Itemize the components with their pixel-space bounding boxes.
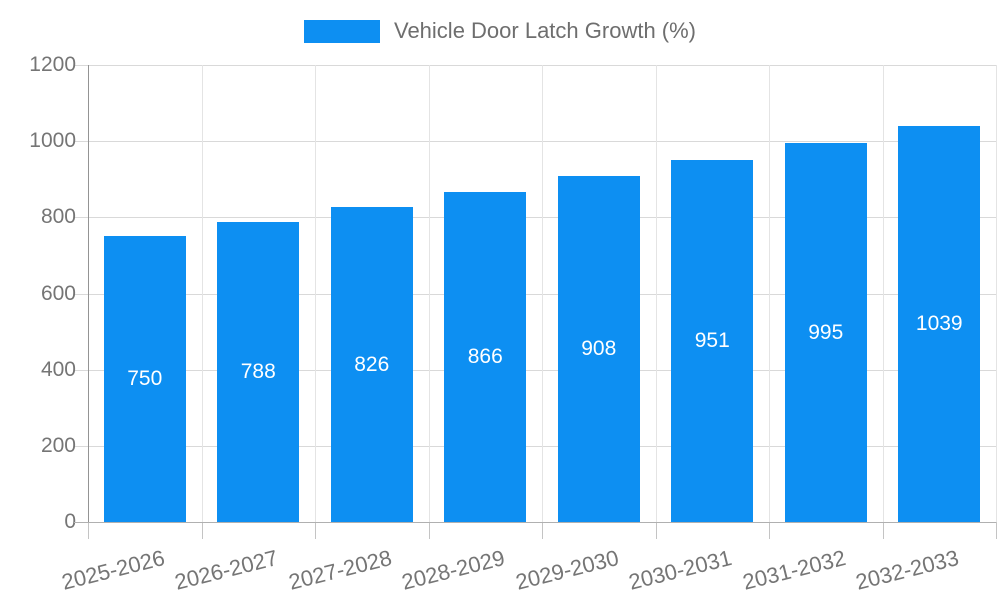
- gridline-h: [74, 445, 996, 447]
- plot-area: 0 200 400 600 800 1000 1200 750 2025-2026 788 2026…: [29, 53, 997, 595]
- y-axis-label: 200: [40, 433, 76, 457]
- bar-2032-2033[interactable]: 1039: [898, 126, 981, 522]
- gridline-h: [74, 369, 996, 371]
- x-axis-tick: [769, 522, 770, 539]
- bar-value-label: 908: [581, 337, 617, 361]
- y-axis-label: 0: [64, 510, 76, 533]
- bar-value-label: 1039: [915, 312, 963, 336]
- y-axis-label: 600: [40, 281, 76, 305]
- x-axis-label: 2028-2029: [399, 545, 508, 595]
- bar-2031-2032[interactable]: 995: [784, 143, 867, 522]
- gridline-h: [74, 65, 996, 66]
- gridline-v: [201, 65, 203, 522]
- x-axis-label: 2025-2026: [58, 545, 167, 595]
- legend-item[interactable]: Vehicle Door Latch Growth (%): [303, 18, 697, 44]
- x-axis-tick: [882, 522, 884, 539]
- y-axis-label: 1000: [29, 129, 76, 153]
- x-axis-tick: [655, 522, 657, 539]
- bar-2028-2029[interactable]: 866: [444, 192, 527, 522]
- gridline-v: [996, 65, 997, 522]
- x-axis-tick: [201, 522, 203, 539]
- x-axis-tick: [315, 522, 316, 539]
- x-axis-tick: [88, 522, 89, 539]
- bar-2029-2030[interactable]: 908: [557, 176, 640, 522]
- bar-value-label: 866: [467, 345, 503, 369]
- bar-2025-2026[interactable]: 750: [103, 236, 186, 522]
- bar-value-label: 826: [354, 352, 390, 376]
- gridline-v: [542, 65, 543, 522]
- x-axis-tick: [428, 522, 430, 539]
- gridline-v: [315, 65, 316, 522]
- y-axis-line: [88, 65, 89, 522]
- gridline-h: [74, 141, 996, 143]
- bar-2026-2027[interactable]: 788: [217, 221, 300, 522]
- gridline-v: [428, 65, 430, 522]
- legend-label: Vehicle Door Latch Growth (%): [393, 18, 697, 43]
- gridline-h: [74, 522, 996, 523]
- gridline-h: [74, 217, 996, 219]
- gridline-v: [655, 65, 657, 522]
- bar-value-label: 788: [240, 359, 276, 383]
- x-axis-label: 2032-2033: [853, 545, 962, 595]
- bar-value-label: 951: [694, 328, 730, 352]
- gridline-h: [74, 293, 996, 295]
- y-axis-label: 800: [40, 205, 76, 229]
- bar-2027-2028[interactable]: 826: [330, 207, 413, 522]
- gridline-v: [769, 65, 770, 522]
- legend-swatch-icon: [303, 19, 380, 43]
- x-axis-label: 2031-2032: [739, 545, 848, 595]
- x-axis-label: 2027-2028: [285, 545, 394, 595]
- x-axis-label: 2030-2031: [626, 545, 735, 595]
- y-axis-label: 1200: [29, 53, 76, 76]
- x-axis-tick: [996, 522, 997, 539]
- x-axis-label: 2029-2030: [512, 545, 621, 595]
- bar-value-label: 995: [808, 320, 844, 344]
- y-axis-label: 400: [40, 357, 76, 381]
- bar-value-label: 750: [127, 367, 163, 391]
- x-axis-tick: [542, 522, 543, 539]
- bar-2030-2031[interactable]: 951: [671, 159, 754, 522]
- gridline-v: [882, 65, 884, 522]
- chart-legend: Vehicle Door Latch Growth (%): [0, 18, 1000, 44]
- x-axis-label: 2026-2027: [172, 545, 281, 595]
